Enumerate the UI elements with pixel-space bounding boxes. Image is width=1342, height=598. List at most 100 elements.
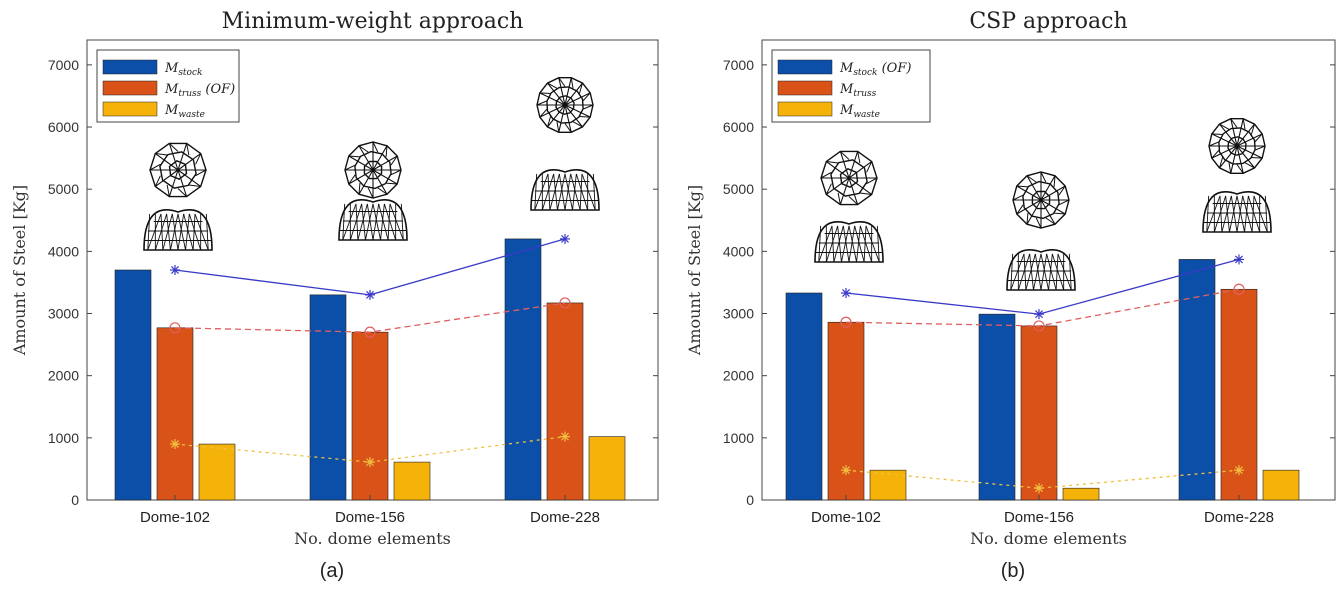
marker-stock [365,289,375,300]
chart-title: Minimum-weight approach [222,9,524,34]
marker-waste [841,465,851,476]
trend-line-truss [174,302,566,333]
legend-swatch-stock [777,59,833,75]
y-tick-label: 5000 [48,181,79,197]
bar-waste [198,443,236,501]
dome-side-view-icon [530,169,600,211]
legend-swatch-truss [102,80,158,96]
dome-side-view-icon [1006,249,1076,291]
y-axis-label: Amount of Steel [Kg] [10,185,29,356]
x-axis-label: No. dome elements [970,529,1127,548]
y-tick-label: 3000 [48,306,79,322]
bar-stock [978,313,1016,501]
marker-stock [170,265,180,275]
y-tick-label: 6000 [723,119,754,135]
bar-truss [1220,288,1258,501]
marker-stock [560,233,570,244]
x-tick-label: Dome-156 [335,509,405,526]
chart-panel-b: CSP approach 0 1000 2000 3000 4000 5000 6000 700… [671,0,1342,598]
bar-truss [156,327,194,501]
legend-objective-flag: (OF) [201,82,235,97]
legend-subscript: stock [178,68,202,78]
marker-waste [560,431,570,442]
y-tick-label: 2000 [723,368,754,384]
legend-objective-flag: (OF) [877,61,911,76]
dome-top-view-icon [536,76,594,134]
bar-waste [869,469,907,501]
marker-waste [1234,465,1244,476]
dome-top-view-icon [344,141,402,199]
bar-stock [785,292,823,501]
dome-top-view-icon [1208,117,1266,175]
legend-swatch-stock [102,59,158,75]
y-tick-label: 3000 [723,306,754,322]
x-tick-label: Dome-228 [530,509,600,526]
legend-subscript: truss [178,89,201,99]
marker-truss [1033,320,1045,332]
legend-swatch-waste [777,101,833,117]
dome-side-view-icon [814,221,884,263]
legend-subscript: truss [853,89,876,99]
marker-truss [840,316,852,328]
y-tick-label: 0 [746,492,754,508]
panel-caption-b: (b) [1000,560,1026,582]
y-tick-label: 2000 [48,368,79,384]
marker-waste [365,457,375,468]
trend-line-waste [845,469,1240,489]
chart-b-svg: CSP approach 0 1000 2000 3000 4000 5000 6000 700… [685,9,1336,548]
y-tick-label: 5000 [723,181,754,197]
panel-caption-a: (a) [319,560,345,582]
y-tick-label: 4000 [723,243,754,259]
y-tick-label: 4000 [48,243,79,259]
x-tick-label: Dome-228 [1204,509,1274,526]
bar-truss [1020,325,1058,501]
chart-a-svg: Minimum-weight approach 0 1000 2000 3000 4000… [10,9,659,548]
bar-waste [1062,487,1100,501]
y-tick-label: 1000 [723,430,754,446]
bar-stock [114,269,152,501]
x-tick-label: Dome-102 [140,509,210,526]
dome-top-view-icon [820,150,878,206]
dome-top-view-icon [1012,171,1070,229]
legend-subscript: waste [178,110,205,120]
marker-waste [170,439,180,450]
bar-stock [309,294,347,501]
chart-panel-a: Minimum-weight approach 0 1000 2000 3000 4000… [10,9,659,582]
y-tick-label: 0 [71,492,79,508]
x-tick-label: Dome-156 [1004,509,1074,526]
trend-line-truss [845,288,1240,327]
marker-stock [841,288,851,298]
bar-waste [393,461,431,501]
legend-swatch-truss [777,80,833,96]
dome-side-view-icon [1202,191,1272,233]
marker-truss [169,322,181,334]
bar-stock [1178,259,1216,501]
bar-waste [1262,469,1300,501]
y-tick-label: 7000 [48,57,79,73]
dome-side-view-icon [338,199,408,241]
bar-truss [546,302,584,501]
dome-top-view-icon [149,142,207,198]
legend-subscript: waste [853,110,880,120]
y-tick-label: 1000 [48,430,79,446]
marker-stock [1034,309,1044,320]
x-tick-label: Dome-102 [811,509,881,526]
bar-waste [588,436,626,501]
bar-truss [351,331,389,501]
dome-side-view-icon [143,209,213,251]
y-tick-label: 6000 [48,119,79,135]
bar-stock [504,238,542,501]
marker-waste [1034,483,1044,494]
y-axis-label: Amount of Steel [Kg] [685,185,704,356]
marker-stock [1234,254,1244,265]
marker-truss [1233,283,1245,295]
marker-truss [364,326,376,338]
marker-truss [559,297,571,309]
legend-subscript: stock [853,68,877,78]
trend-line-waste [174,435,566,463]
legend-swatch-waste [102,101,158,117]
y-tick-label: 7000 [723,57,754,73]
chart-title: CSP approach [969,9,1127,34]
